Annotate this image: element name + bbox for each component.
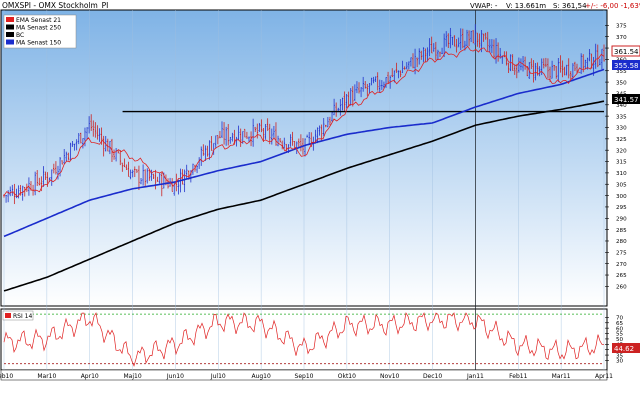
x-tick-label: Feb10 <box>0 373 13 380</box>
y-tick-label: 280 <box>616 239 627 245</box>
legend-item-bc: BC <box>16 32 24 39</box>
y-tick-label: 320 <box>616 148 627 154</box>
y-tick-label: 310 <box>616 171 627 177</box>
rsi-y-tick-label: 50 <box>616 337 624 343</box>
y-tick-label: 275 <box>616 251 627 257</box>
x-tick-label: Nov10 <box>380 373 400 380</box>
legend-box <box>3 14 77 49</box>
ma250-badge: 341.57 <box>614 96 639 104</box>
x-tick-label: Aug10 <box>251 373 271 380</box>
x-tick-label: Mar11 <box>552 373 571 380</box>
chart-title: OMXSPI - OMX Stockholm_PI <box>2 1 108 10</box>
y-tick-label: 355 <box>616 69 627 75</box>
rsi-y-tick-label: 55 <box>616 332 624 338</box>
price-badge: 361.54 <box>614 48 639 56</box>
y-tick-label: 340 <box>616 103 627 109</box>
y-tick-label: 325 <box>616 137 627 143</box>
rsi-panel-label: RSI 14 <box>13 313 32 320</box>
rsi-label-box <box>2 310 34 321</box>
rsi-badge: 44.62 <box>614 345 634 353</box>
vwap-label: VWAP: - <box>470 2 498 10</box>
price-badge-bg <box>611 45 640 57</box>
rsi-badge-bg <box>612 343 640 353</box>
y-tick-label: 260 <box>616 285 627 291</box>
y-tick-label: 315 <box>616 160 627 166</box>
ma150-badge: 355.58 <box>614 62 639 70</box>
y-tick-label: 265 <box>616 273 627 279</box>
x-tick-label: Apr11 <box>595 373 613 380</box>
x-tick-label: Apr10 <box>81 373 99 380</box>
x-tick-label: Maj10 <box>123 373 141 380</box>
x-tick-label: Dec10 <box>423 373 442 380</box>
rsi-y-tick-label: 70 <box>616 316 624 322</box>
x-tick-label: Jul10 <box>210 373 226 380</box>
axes: Feb10 Mar10 Apr10 Maj10 Jun10 Jul10 Aug10 Sep10… <box>0 24 627 380</box>
y-tick-label: 300 <box>616 194 627 200</box>
legend-swatch-ma150 <box>6 39 14 45</box>
rsi-y-tick-label: 60 <box>616 326 624 332</box>
x-tick-label: Jun10 <box>166 373 184 380</box>
y-tick-label: 370 <box>616 35 627 41</box>
y-tick-label: 295 <box>616 205 627 211</box>
ma250-badge-bg <box>612 94 640 104</box>
y-tick-label: 350 <box>616 80 627 86</box>
legend-item-ma250: MA Senast 250 <box>16 25 61 32</box>
x-tick-label: Sep10 <box>295 373 314 380</box>
x-tick-label: Okt10 <box>338 373 356 380</box>
ema21-line <box>3 45 605 198</box>
legend-swatch-ma250 <box>6 24 14 30</box>
x-tick-label: Feb11 <box>509 373 527 380</box>
change-label: +/-: -6,00 -1,63% <box>585 2 640 10</box>
legend-swatch-bc <box>6 32 14 37</box>
ma250-line <box>3 100 605 292</box>
y-tick-label: 375 <box>616 24 627 30</box>
rsi-y-tick-label: 65 <box>616 321 624 327</box>
volume-label: V: 13.661m <box>506 2 546 10</box>
last-price-label: S: 361,54 <box>553 2 587 10</box>
legend-item-ma150: MA Senast 150 <box>16 40 61 47</box>
rsi-line <box>3 312 605 367</box>
y-tick-label: 330 <box>616 126 627 132</box>
rsi-series <box>3 312 605 367</box>
y-tick-label: 285 <box>616 228 627 234</box>
x-tick-label: Mar10 <box>37 373 56 380</box>
rsi-y-tick-label: 30 <box>616 359 624 365</box>
value-badges: 361.54 355.58 341.57 44.62 <box>611 45 640 353</box>
y-tick-label: 270 <box>616 262 627 268</box>
series-lines <box>3 45 605 292</box>
ma150-line <box>3 68 605 238</box>
legend-swatch-ema <box>6 17 14 22</box>
y-tick-label: 290 <box>616 216 627 222</box>
legend-item-ema: EMA Senast 21 <box>16 17 61 24</box>
rsi-y-tick-label: 35 <box>616 353 624 359</box>
rsi-label-swatch <box>5 313 11 318</box>
x-tick-label: Jan11 <box>466 373 484 380</box>
ma150-badge-bg <box>612 60 640 70</box>
y-tick-label: 335 <box>616 114 627 120</box>
y-tick-label: 305 <box>616 182 627 188</box>
candles <box>3 24 605 205</box>
legend: EMA Senast 21 MA Senast 250 BC MA Senast… <box>3 14 77 49</box>
